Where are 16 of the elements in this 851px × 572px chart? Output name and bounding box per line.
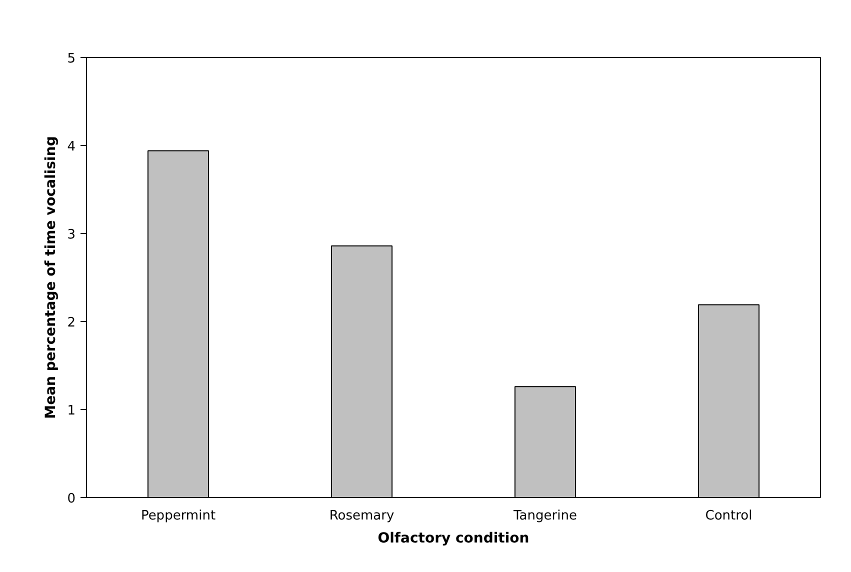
y-tick-label: 4 <box>67 140 76 154</box>
y-tick-label: 1 <box>67 404 76 418</box>
bar <box>330 245 393 498</box>
x-tick-label: Peppermint <box>140 508 216 524</box>
bar <box>514 386 576 498</box>
y-axis-title: Mean percentage of time vocalising <box>43 136 60 419</box>
x-axis-title: Olfactory condition <box>378 530 530 546</box>
bar <box>147 150 210 498</box>
x-tick-label: Tangerine <box>512 508 577 524</box>
x-tick-label: Rosemary <box>329 508 394 524</box>
bar <box>698 304 760 498</box>
y-tick-label: 0 <box>67 492 76 506</box>
y-tick-label: 2 <box>67 316 76 330</box>
x-tick-label: Control <box>705 508 752 524</box>
y-tick-label: 3 <box>67 228 76 242</box>
y-tick-label: 5 <box>67 52 76 66</box>
